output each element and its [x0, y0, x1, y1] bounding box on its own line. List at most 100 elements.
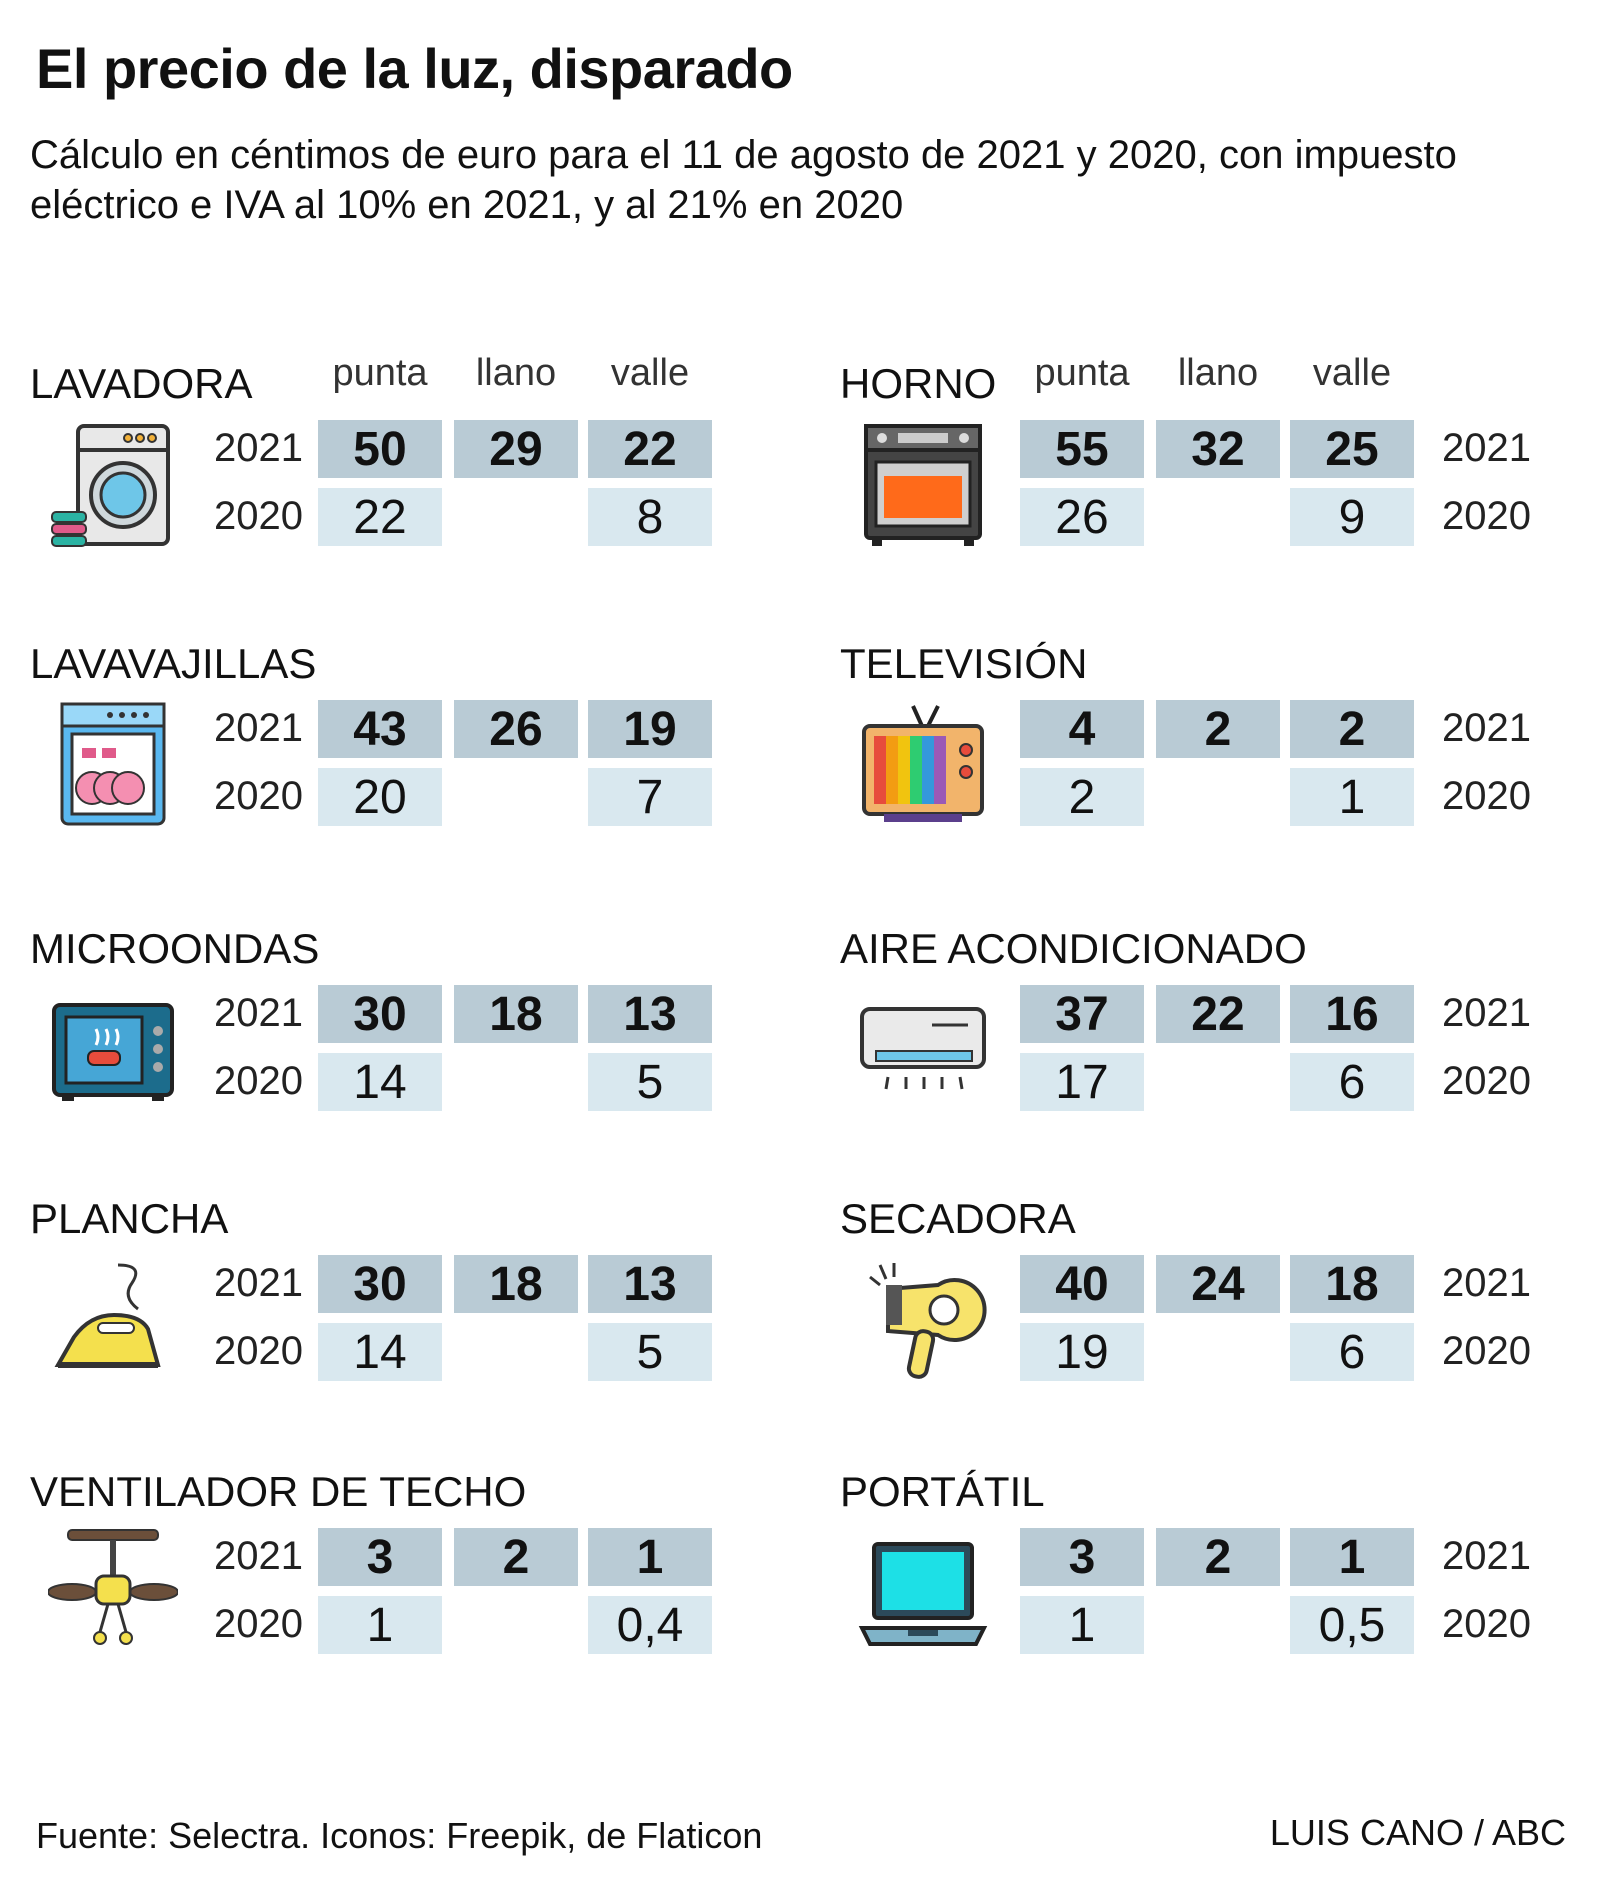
value-cell-2021-llano: 24 [1156, 1255, 1280, 1313]
panel-title: MICROONDAS [30, 925, 320, 972]
page-subtitle: Cálculo en céntimos de euro para el 11 d… [30, 133, 1457, 227]
year-label-2021: 2021 [1442, 706, 1531, 750]
value-cell-2021-punta: 4 [1020, 700, 1144, 758]
value-cell-2020-punta: 26 [1020, 488, 1144, 546]
column-header-punta: punta [1034, 352, 1130, 394]
year-label-2021: 2021 [214, 706, 303, 750]
value-cell-2021-llano: 2 [454, 1528, 578, 1586]
ceiling-fan-icon [47, 1528, 179, 1658]
year-label-2021: 2021 [214, 426, 303, 470]
value-cell-2020-valle: 6 [1290, 1323, 1414, 1381]
panel-title: TELEVISIÓN [840, 640, 1088, 687]
source-note: Fuente: Selectra. Iconos: Freepik, de Fl… [36, 1815, 763, 1856]
value-cell-2020-punta: 14 [318, 1323, 442, 1381]
value-cell-2021-llano: 18 [454, 1255, 578, 1313]
credit-note: LUIS CANO / ABC [1269, 1812, 1566, 1853]
panel-title: SECADORA [840, 1195, 1076, 1242]
value-cell-2020-valle: 5 [588, 1323, 712, 1381]
year-label-2021: 2021 [214, 991, 303, 1035]
value-cell-2021-valle: 13 [588, 985, 712, 1043]
value-cell-2021-valle: 22 [588, 420, 712, 478]
value-cell-2020-valle: 1 [1290, 768, 1414, 826]
value-cell-2021-punta: 37 [1020, 985, 1144, 1043]
column-header-valle: valle [610, 352, 690, 394]
value-cell-2021-valle: 13 [588, 1255, 712, 1313]
value-cell-2020-valle: 6 [1290, 1053, 1414, 1111]
column-header-llano: llano [475, 352, 557, 394]
value-cell-2021-punta: 50 [318, 420, 442, 478]
column-header-valle: valle [1312, 352, 1392, 394]
value-cell-2021-llano: 29 [454, 420, 578, 478]
value-cell-2021-llano: 18 [454, 985, 578, 1043]
year-label-2020: 2020 [214, 1059, 303, 1103]
value-cell-2021-llano: 2 [1156, 700, 1280, 758]
value-cell-2020-punta: 20 [318, 768, 442, 826]
hair-dryer-icon [858, 1255, 988, 1385]
panel-title: VENTILADOR DE TECHO [30, 1468, 527, 1515]
year-label-2021: 2021 [1442, 426, 1531, 470]
television-icon [858, 700, 988, 830]
value-cell-2020-valle: 0,4 [588, 1596, 712, 1654]
year-label-2020: 2020 [1442, 494, 1531, 538]
value-cell-2021-valle: 2 [1290, 700, 1414, 758]
year-label-2021: 2021 [1442, 1534, 1531, 1578]
panel-title: PLANCHA [30, 1195, 229, 1242]
page-title: El precio de la luz, disparado [36, 37, 793, 100]
panel-title: AIRE ACONDICIONADO [840, 925, 1307, 972]
value-cell-2020-punta: 17 [1020, 1053, 1144, 1111]
year-label-2020: 2020 [214, 1602, 303, 1646]
value-cell-2021-punta: 3 [318, 1528, 442, 1586]
value-cell-2021-punta: 30 [318, 1255, 442, 1313]
value-cell-2021-punta: 43 [318, 700, 442, 758]
value-cell-2020-valle: 7 [588, 768, 712, 826]
column-header-punta: punta [332, 352, 428, 394]
microwave-icon [48, 985, 178, 1115]
value-cell-2020-punta: 2 [1020, 768, 1144, 826]
year-label-2020: 2020 [214, 494, 303, 538]
washing-machine-icon [48, 420, 178, 550]
laptop-icon [858, 1528, 988, 1658]
value-cell-2020-punta: 19 [1020, 1323, 1144, 1381]
dishwasher-icon [48, 700, 178, 830]
value-cell-2021-valle: 18 [1290, 1255, 1414, 1313]
value-cell-2020-valle: 9 [1290, 488, 1414, 546]
year-label-2020: 2020 [1442, 1059, 1531, 1103]
value-cell-2021-punta: 30 [318, 985, 442, 1043]
year-label-2020: 2020 [1442, 1329, 1531, 1373]
column-header-llano: llano [1177, 352, 1259, 394]
panel-title: HORNO [840, 360, 997, 407]
year-label-2021: 2021 [214, 1261, 303, 1305]
year-label-2020: 2020 [214, 774, 303, 818]
value-cell-2021-valle: 25 [1290, 420, 1414, 478]
value-cell-2021-valle: 1 [588, 1528, 712, 1586]
value-cell-2021-valle: 19 [588, 700, 712, 758]
value-cell-2020-valle: 8 [588, 488, 712, 546]
year-label-2020: 2020 [1442, 774, 1531, 818]
year-label-2020: 2020 [1442, 1602, 1531, 1646]
air-conditioner-icon [858, 985, 988, 1115]
year-label-2021: 2021 [1442, 991, 1531, 1035]
value-cell-2021-punta: 3 [1020, 1528, 1144, 1586]
value-cell-2020-punta: 1 [318, 1596, 442, 1654]
year-label-2020: 2020 [214, 1329, 303, 1373]
value-cell-2021-punta: 55 [1020, 420, 1144, 478]
value-cell-2021-valle: 1 [1290, 1528, 1414, 1586]
value-cell-2020-punta: 22 [318, 488, 442, 546]
oven-icon [858, 420, 988, 550]
panel-title: LAVAVAJILLAS [30, 640, 317, 687]
value-cell-2020-punta: 1 [1020, 1596, 1144, 1654]
panel-title: PORTÁTIL [840, 1468, 1045, 1515]
panel-title: LAVADORA [30, 360, 253, 407]
value-cell-2021-punta: 40 [1020, 1255, 1144, 1313]
value-cell-2020-punta: 14 [318, 1053, 442, 1111]
iron-icon [48, 1255, 178, 1385]
value-cell-2021-valle: 16 [1290, 985, 1414, 1043]
value-cell-2020-valle: 5 [588, 1053, 712, 1111]
value-cell-2021-llano: 26 [454, 700, 578, 758]
year-label-2021: 2021 [1442, 1261, 1531, 1305]
value-cell-2020-valle: 0,5 [1290, 1596, 1414, 1654]
value-cell-2021-llano: 32 [1156, 420, 1280, 478]
value-cell-2021-llano: 22 [1156, 985, 1280, 1043]
value-cell-2021-llano: 2 [1156, 1528, 1280, 1586]
year-label-2021: 2021 [214, 1534, 303, 1578]
